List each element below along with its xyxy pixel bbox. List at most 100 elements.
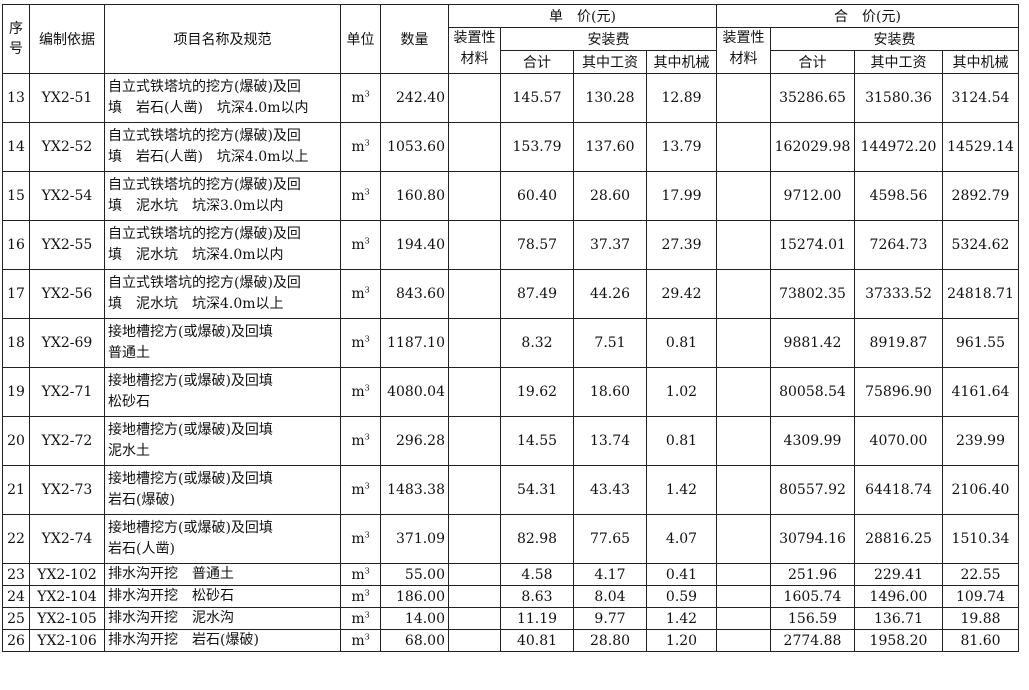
cell-up-labor: 28.80 [573, 629, 647, 652]
cell-seq: 18 [2, 318, 30, 368]
cell-up-device-material [448, 269, 501, 319]
cell-up-subtotal: 40.81 [500, 629, 574, 652]
cell-tp-machinery: 109.74 [942, 585, 1019, 608]
cell-tp-device-material [716, 514, 771, 564]
cell-item-name: 自立式铁塔坑的挖方(爆破)及回填 岩石(人凿) 坑深4.0m以上 [104, 122, 341, 172]
header-up-device-material: 装置性材料 [448, 27, 501, 74]
cell-up-subtotal: 78.57 [500, 220, 574, 270]
cell-basis: YX2-56 [29, 269, 105, 319]
unit-superscript: 3 [364, 565, 370, 575]
cell-up-subtotal: 145.57 [500, 73, 574, 123]
cell-unit: m3 [340, 367, 381, 417]
header-total-price: 合 价(元) [716, 4, 1019, 28]
unit-superscript: 3 [364, 187, 370, 197]
cell-seq: 25 [2, 607, 30, 630]
item-name-line: 填 岩石(人凿) 坑深4.0m以上 [108, 149, 309, 165]
cell-item-name: 接地槽挖方(或爆破)及回填 松砂石 [104, 367, 341, 417]
cell-item-name: 排水沟开挖 松砂石 [104, 585, 341, 608]
cell-up-machinery: 4.07 [646, 514, 717, 564]
item-name-line: 自立式铁塔坑的挖方(爆破)及回 [108, 226, 301, 242]
item-name-line: 接地槽挖方(或爆破)及回填 [108, 324, 273, 340]
cell-up-labor: 77.65 [573, 514, 647, 564]
cell-basis: YX2-104 [29, 585, 105, 608]
cell-up-labor: 37.37 [573, 220, 647, 270]
item-name-line: 普通土 [108, 345, 150, 361]
cell-seq: 22 [2, 514, 30, 564]
cell-qty: 843.60 [380, 269, 449, 319]
cell-tp-device-material [716, 629, 771, 652]
cell-up-subtotal: 87.49 [500, 269, 574, 319]
cell-up-subtotal: 54.31 [500, 465, 574, 515]
cell-tp-device-material [716, 269, 771, 319]
unit-superscript: 3 [364, 138, 370, 148]
item-name-line: 排水沟开挖 普通土 [108, 566, 234, 582]
cell-qty: 160.80 [380, 171, 449, 221]
cell-up-subtotal: 4.58 [500, 563, 574, 586]
cell-qty: 14.00 [380, 607, 449, 630]
cell-qty: 194.40 [380, 220, 449, 270]
cell-tp-device-material [716, 607, 771, 630]
cell-up-device-material [448, 367, 501, 417]
cell-up-labor: 137.60 [573, 122, 647, 172]
item-name-line: 接地槽挖方(或爆破)及回填 [108, 422, 273, 438]
unit-superscript: 3 [364, 236, 370, 246]
cell-tp-device-material [716, 122, 771, 172]
header-unit: 单位 [340, 4, 381, 74]
cell-qty: 242.40 [380, 73, 449, 123]
cell-qty: 1187.10 [380, 318, 449, 368]
cell-up-machinery: 0.81 [646, 416, 717, 466]
unit-superscript: 3 [364, 631, 370, 641]
cell-up-machinery: 0.41 [646, 563, 717, 586]
header-tp-machinery: 其中机械 [942, 50, 1019, 74]
cell-tp-machinery: 239.99 [942, 416, 1019, 466]
cell-qty: 186.00 [380, 585, 449, 608]
header-item: 项目名称及规范 [104, 4, 341, 74]
cell-tp-machinery: 5324.62 [942, 220, 1019, 270]
cell-unit: m3 [340, 629, 381, 652]
header-seq: 序号 [2, 4, 30, 74]
cell-unit: m3 [340, 607, 381, 630]
item-name-line: 自立式铁塔坑的挖方(爆破)及回 [108, 275, 301, 291]
cell-up-machinery: 1.02 [646, 367, 717, 417]
cell-tp-subtotal: 2774.88 [770, 629, 855, 652]
unit-superscript: 3 [364, 334, 370, 344]
cell-up-subtotal: 153.79 [500, 122, 574, 172]
cell-tp-labor: 229.41 [854, 563, 943, 586]
header-unit-price: 单 价(元) [448, 4, 717, 28]
cell-unit: m3 [340, 122, 381, 172]
table-row: 20 YX2-72 接地槽挖方(或爆破)及回填 泥水土 m3 296.28 14.55 13.… [2, 416, 1019, 466]
cell-basis: YX2-74 [29, 514, 105, 564]
cell-tp-labor: 37333.52 [854, 269, 943, 319]
unit-base: m [351, 433, 365, 449]
cell-up-machinery: 0.81 [646, 318, 717, 368]
unit-base: m [351, 286, 365, 302]
cell-up-device-material [448, 73, 501, 123]
cell-basis: YX2-105 [29, 607, 105, 630]
cell-tp-labor: 4598.56 [854, 171, 943, 221]
cell-tp-subtotal: 162029.98 [770, 122, 855, 172]
cell-up-labor: 43.43 [573, 465, 647, 515]
unit-superscript: 3 [364, 432, 370, 442]
cell-tp-subtotal: 35286.65 [770, 73, 855, 123]
cell-tp-labor: 8919.87 [854, 318, 943, 368]
budget-sheet: 序号 编制依据 项目名称及规范 单位 数量 单 价(元) 合 价(元) 装置性材… [2, 4, 1019, 652]
table-header: 序号 编制依据 项目名称及规范 单位 数量 单 价(元) 合 价(元) 装置性材… [2, 4, 1019, 74]
cell-basis: YX2-106 [29, 629, 105, 652]
cell-up-machinery: 13.79 [646, 122, 717, 172]
table-row: 14 YX2-52 自立式铁塔坑的挖方(爆破)及回填 岩石(人凿) 坑深4.0m以上… [2, 122, 1019, 172]
unit-base: m [351, 531, 365, 547]
cell-item-name: 接地槽挖方(或爆破)及回填 泥水土 [104, 416, 341, 466]
cell-qty: 296.28 [380, 416, 449, 466]
unit-base: m [351, 632, 365, 649]
item-name-line: 自立式铁塔坑的挖方(爆破)及回 [108, 177, 301, 193]
unit-superscript: 3 [364, 587, 370, 597]
header-tp-device-material: 装置性材料 [716, 27, 771, 74]
item-name-line: 岩石(爆破) [108, 492, 175, 508]
cell-tp-machinery: 14529.14 [942, 122, 1019, 172]
unit-superscript: 3 [364, 383, 370, 393]
item-name-line: 填 泥水坑 坑深3.0m以内 [108, 198, 284, 214]
table-row: 22 YX2-74 接地槽挖方(或爆破)及回填 岩石(人凿) m3 371.09 82.98… [2, 514, 1019, 564]
cell-tp-subtotal: 156.59 [770, 607, 855, 630]
cell-basis: YX2-55 [29, 220, 105, 270]
cell-up-machinery: 27.39 [646, 220, 717, 270]
